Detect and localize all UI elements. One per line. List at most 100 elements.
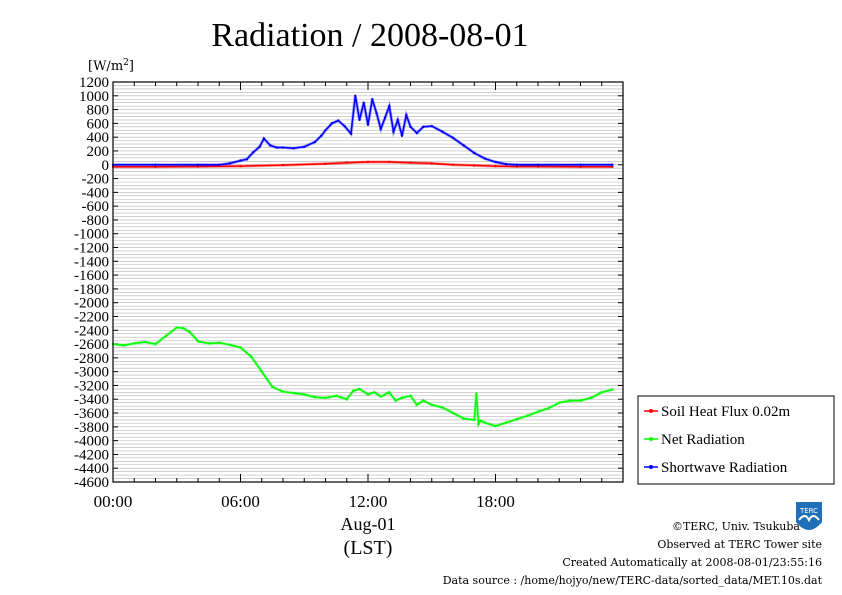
- series-lines: [111, 94, 614, 429]
- footer-source: Data source : /home/hojyo/new/TERC-data/…: [442, 574, 822, 587]
- shortwave-radiation-point: [383, 116, 387, 120]
- net-radiation-point: [281, 390, 285, 393]
- net-radiation-point: [143, 340, 147, 344]
- y-tick-label: -4200: [74, 447, 109, 463]
- shortwave-radiation-point: [494, 160, 497, 164]
- y-tick-label: -3400: [74, 392, 109, 408]
- net-radiation-point: [504, 421, 508, 424]
- y-tick-label: -2600: [74, 337, 109, 353]
- y-tick-label: -3600: [74, 406, 109, 422]
- shortwave-radiation-point: [379, 127, 382, 131]
- soil-heat-flux-point: [324, 162, 327, 165]
- y-tick-label: 1000: [79, 89, 109, 105]
- x-tick-label: 18:00: [476, 492, 515, 511]
- x-axis-date-label: Aug-01: [341, 514, 396, 534]
- net-radiation-point: [313, 395, 317, 399]
- shortwave-radiation-point: [196, 163, 200, 166]
- shortwave-radiation-point: [343, 124, 346, 128]
- net-radiation-point: [589, 396, 593, 400]
- net-radiation-point: [441, 406, 444, 409]
- net-radiation-point: [122, 344, 125, 347]
- chart-title: Radiation / 2008-08-01: [211, 17, 528, 54]
- shortwave-radiation-point: [303, 145, 306, 149]
- terc-logo-text: TERC: [799, 507, 818, 515]
- y-tick-label: -4600: [74, 475, 109, 491]
- net-radiation-point: [536, 410, 540, 413]
- y-tick-label: 600: [87, 116, 110, 132]
- shortwave-radiation-point: [409, 125, 412, 129]
- shortwave-radiation-point: [400, 134, 404, 137]
- y-tick-label: -200: [82, 172, 110, 188]
- shortwave-radiation-point: [218, 163, 221, 166]
- y-tick-label: -2200: [74, 309, 109, 325]
- shortwave-radiation-point: [405, 113, 408, 117]
- grid-lines: [113, 85, 623, 479]
- soil-heat-flux-point: [196, 165, 200, 168]
- shortwave-radiation-point: [313, 140, 317, 144]
- y-tick-label: -1600: [74, 268, 109, 284]
- net-radiation-point: [526, 414, 529, 417]
- shortwave-radiation-point: [462, 144, 465, 147]
- net-radiation-point: [600, 391, 603, 394]
- terc-logo-drop-icon: [796, 502, 822, 530]
- shortwave-radiation-point: [324, 129, 327, 132]
- net-radiation-point: [218, 341, 221, 344]
- terc-logo: TERC: [796, 502, 822, 530]
- y-tick-label: -4400: [74, 461, 109, 477]
- net-radiation-point: [415, 403, 419, 406]
- soil-heat-flux-point: [494, 164, 497, 168]
- legend-item-net-radiation-label: Net Radiation: [661, 432, 745, 448]
- net-radiation-point: [611, 388, 614, 391]
- net-radiation-point: [473, 418, 476, 422]
- net-radiation-point: [400, 396, 404, 400]
- y-axis-label-sup: 2: [123, 58, 129, 68]
- x-tick-label: 12:00: [349, 492, 388, 511]
- shortwave-radiation-point: [330, 122, 334, 125]
- shortwave-radiation-point: [362, 101, 365, 104]
- soil-heat-flux-point: [473, 164, 476, 167]
- soil-heat-flux-point: [536, 165, 540, 168]
- footer-created: Created Automatically at 2008-08-01/23:5…: [562, 556, 822, 569]
- shortwave-radiation-point: [441, 130, 444, 133]
- terc-logo-wave-icon: [798, 515, 820, 523]
- soil-heat-flux-point: [451, 163, 455, 166]
- shortwave-radiation-point: [422, 125, 425, 129]
- shortwave-radiation-point: [354, 94, 357, 97]
- shortwave-radiation-point: [349, 132, 353, 135]
- net-radiation-point: [133, 342, 136, 345]
- shortwave-radiation-point: [375, 111, 378, 115]
- shortwave-radiation-point: [515, 163, 518, 166]
- y-tick-label: -3800: [74, 420, 109, 436]
- net-radiation-point: [451, 411, 455, 415]
- net-radiation-point: [366, 393, 370, 396]
- soil-heat-flux-line: [113, 161, 613, 168]
- soil-heat-flux-point: [409, 161, 412, 164]
- y-tick-label: -2800: [74, 351, 109, 367]
- shortwave-radiation-point: [281, 146, 285, 149]
- net-radiation-point: [422, 399, 425, 402]
- net-radiation-point: [558, 401, 561, 404]
- plot-frame: [112, 81, 624, 483]
- shortwave-radiation-point: [337, 119, 340, 122]
- y-tick-label: -3000: [74, 365, 109, 381]
- y-tick-label: -1400: [74, 254, 109, 270]
- net-radiation-point: [568, 399, 572, 402]
- net-radiation-point: [409, 394, 412, 397]
- net-radiation-point: [292, 391, 295, 395]
- y-tick-label: -1000: [74, 227, 109, 243]
- x-tick-label: 06:00: [221, 492, 260, 511]
- shortwave-radiation-point: [536, 163, 540, 166]
- legend-item-soil-heat-flux-label: Soil Heat Flux 0.02m: [661, 404, 791, 420]
- net-radiation-point: [388, 391, 391, 394]
- y-tick-label: -1800: [74, 282, 109, 298]
- net-radiation-point: [373, 391, 376, 394]
- shortwave-radiation-point: [275, 146, 278, 149]
- net-radiation-point: [515, 418, 518, 421]
- soil-heat-flux-point: [388, 160, 391, 164]
- shortwave-radiation-point: [358, 118, 361, 122]
- y-axis-label-close: ]: [129, 59, 134, 74]
- shortwave-radiation-point: [483, 157, 487, 160]
- footer-observed: Observed at TERC Tower site: [657, 538, 822, 551]
- net-radiation-point: [479, 419, 482, 422]
